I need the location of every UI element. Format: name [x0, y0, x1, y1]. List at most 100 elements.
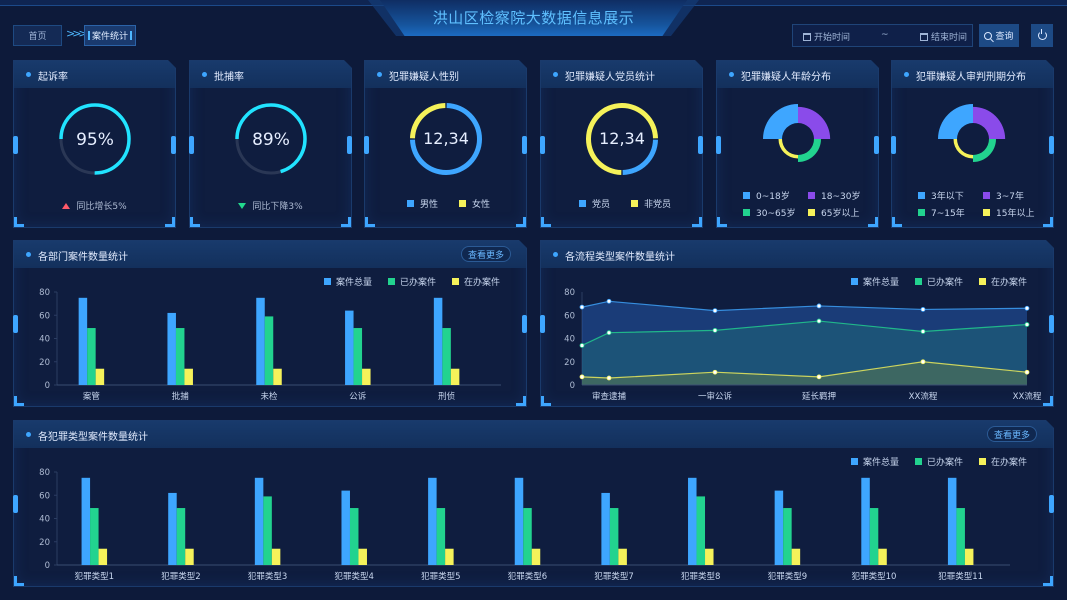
- breadcrumb-case-stats[interactable]: 案件统计: [84, 25, 136, 46]
- legend-item: 女性: [459, 197, 490, 210]
- title-dot-icon: [904, 72, 909, 77]
- breadcrumb-home[interactable]: 首页: [13, 25, 62, 46]
- bar-1: [870, 508, 879, 565]
- donut-card-gender: 犯罪嫌疑人性别 12,34 男性 女性: [364, 60, 527, 228]
- bar-2: [965, 549, 974, 565]
- bar-0: [345, 311, 354, 385]
- bar-2: [358, 549, 367, 565]
- bar-0: [255, 478, 264, 565]
- title-dot-icon: [377, 72, 382, 77]
- x-tick-label: 批捕: [172, 391, 190, 402]
- query-button[interactable]: 查询: [979, 24, 1019, 47]
- donut-slice: [623, 140, 658, 175]
- rose-slice: [954, 139, 974, 159]
- data-point: [713, 309, 717, 313]
- legend-swatch: [743, 209, 750, 216]
- x-tick-label: 犯罪类型3: [248, 571, 287, 582]
- legend-swatch: [388, 278, 395, 285]
- legend-label: 女性: [472, 200, 491, 210]
- legend-label: 案件总量: [335, 278, 372, 288]
- view-more-button[interactable]: 查看更多: [461, 246, 511, 262]
- title-background: [380, 0, 687, 36]
- card-title: 起诉率: [38, 72, 68, 83]
- corner-decoration: [717, 217, 727, 227]
- bar-2: [451, 369, 460, 385]
- legend-swatch: [324, 278, 331, 285]
- legend-label: 男性: [420, 200, 439, 210]
- data-point: [1025, 306, 1029, 310]
- data-point: [921, 360, 925, 364]
- legend-swatch: [452, 278, 459, 285]
- bar-0: [515, 478, 524, 565]
- calendar-icon: [803, 32, 811, 41]
- bar-2: [532, 549, 541, 565]
- process-chart-card: 各流程类型案件数量统计 案件总量 已办案件 在办案件 0 20 40 60 80 审查逮捕…: [540, 240, 1054, 407]
- corner-decoration: [892, 217, 902, 227]
- bar-2: [272, 549, 281, 565]
- title-dot-icon: [26, 432, 31, 437]
- series-line-0: [582, 301, 1027, 310]
- corner-decoration: [516, 396, 526, 406]
- date-range-picker[interactable]: 开始时间 ~ 结束时间: [792, 24, 973, 47]
- bar-2: [445, 549, 454, 565]
- bar-1: [263, 496, 272, 565]
- breadcrumb-separator-icon: >>>: [66, 27, 88, 40]
- x-tick-label: 犯罪类型2: [161, 571, 200, 582]
- card-header: [717, 61, 878, 88]
- title-dot-icon: [553, 252, 558, 257]
- legend-item: 已办案件: [915, 455, 963, 468]
- page-title: 洪山区检察院大数据信息展示: [432, 9, 635, 27]
- bar-0: [688, 478, 697, 565]
- data-point: [607, 331, 611, 335]
- trend-up-icon: [62, 203, 70, 209]
- card-header: [541, 61, 702, 88]
- card-title: 犯罪嫌疑人审判刑期分布: [916, 72, 1026, 83]
- legend-swatch: [983, 192, 990, 199]
- x-tick-label: 犯罪类型1: [75, 571, 114, 582]
- data-point: [817, 304, 821, 308]
- end-date-input[interactable]: 结束时间: [920, 30, 967, 43]
- legend-item: 3年以下: [918, 189, 964, 202]
- card-header: [14, 61, 175, 88]
- start-date-input[interactable]: 开始时间: [803, 30, 850, 43]
- legend-label: 案件总量: [862, 278, 899, 288]
- power-button[interactable]: [1031, 24, 1053, 47]
- card-header: [541, 241, 1053, 268]
- card-header: [14, 241, 526, 268]
- title-dot-icon: [202, 72, 207, 77]
- bar-2: [273, 369, 282, 385]
- corner-decoration: [14, 396, 24, 406]
- legend-item: 7~15年: [918, 206, 965, 219]
- y-tick-label: 40: [39, 335, 50, 345]
- x-tick-label: 犯罪类型6: [508, 571, 547, 582]
- bar-2: [362, 369, 371, 385]
- gauge-arc: [61, 105, 129, 173]
- crime-type-bar-chart: 0 20 40 60 80 犯罪类型1 犯罪类型2 犯罪类型3 犯罪类型4 犯罪类型5 犯罪类型6 犯…: [14, 421, 1055, 588]
- legend-item: 案件总量: [851, 455, 899, 468]
- side-tab-decoration: [13, 495, 18, 513]
- x-tick-label: 犯罪类型10: [852, 571, 897, 582]
- date-range-separator: ~: [881, 30, 889, 40]
- power-icon: [1037, 29, 1047, 40]
- title-dot-icon: [26, 72, 31, 77]
- bar-1: [177, 508, 186, 565]
- legend-swatch: [851, 458, 858, 465]
- rose-card-age: 犯罪嫌疑人年龄分布 0~18岁 18~30岁 30~65岁 65岁以上: [716, 60, 879, 228]
- x-tick-label: XX流程: [1013, 391, 1042, 402]
- legend-label: 65岁以上: [821, 209, 860, 219]
- legend-swatch: [743, 192, 750, 199]
- legend-swatch: [915, 278, 922, 285]
- legend-label: 在办案件: [463, 278, 500, 288]
- bar-0: [775, 491, 784, 565]
- corner-decoration: [1043, 396, 1053, 406]
- side-tab-decoration: [171, 136, 176, 154]
- kpi-card-arrest-rate: 批捕率 89% 同比下降3%: [189, 60, 352, 228]
- view-more-button[interactable]: 查看更多: [987, 426, 1037, 442]
- side-tab-decoration: [874, 136, 879, 154]
- legend-swatch: [459, 200, 466, 207]
- bar-1: [956, 508, 965, 565]
- data-point: [607, 376, 611, 380]
- side-tab-decoration: [522, 315, 527, 333]
- data-point: [607, 299, 611, 303]
- trend-text: 同比下降3%: [252, 202, 303, 212]
